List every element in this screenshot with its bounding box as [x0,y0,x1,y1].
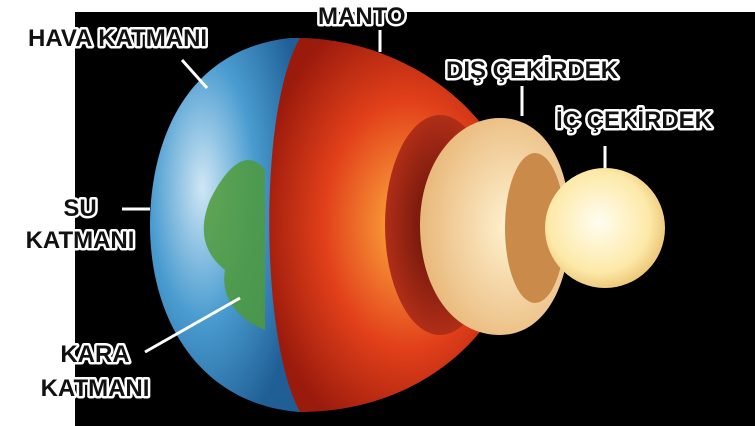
label: KATMANI [26,227,135,254]
leader-line [180,59,209,89]
label: KARA [60,341,129,368]
label: MANTO [318,3,406,30]
label: İÇ ÇEKİRDEK [556,107,713,134]
inner-core [545,168,665,288]
label: KATMANI [41,375,150,402]
label: SU [63,195,96,222]
outer-core-cavity [505,153,565,303]
label: HAVA KATMANI [28,25,207,52]
leader-line [144,296,241,354]
land [203,160,265,330]
label: DIŞ ÇEKİRDEK [446,57,619,84]
